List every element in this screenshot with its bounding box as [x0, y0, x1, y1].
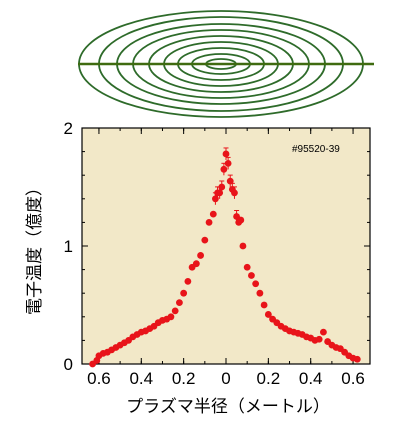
data-point: [226, 177, 234, 185]
electron-temperature-plot: 0 1 2 0.6 0.4 0.2 0 0.2 0.4 0.6 #95520-39 プラズマ半径（…: [25, 119, 371, 416]
flux-surface-diagram: [78, 10, 374, 118]
x-tick-label: 0.6: [87, 369, 111, 388]
data-point: [222, 150, 230, 158]
data-point: [201, 236, 209, 244]
data-point: [176, 299, 183, 307]
data-point: [320, 328, 327, 336]
y-axis-title: 電子温度（億度）: [25, 179, 44, 315]
data-point: [315, 335, 323, 343]
axis-ticks: 0 1 2 0.6 0.4 0.2 0 0.2 0.4 0.6: [64, 119, 370, 388]
data-point: [205, 219, 213, 226]
data-point: [192, 260, 200, 268]
x-tick-label: 0.2: [172, 369, 196, 388]
x-tick-label: 0.4: [129, 369, 153, 388]
data-point: [220, 165, 228, 173]
data-point: [231, 189, 238, 197]
data-point: [218, 183, 226, 191]
x-tick-label: 0.2: [257, 369, 281, 388]
data-point: [353, 355, 361, 363]
data-point: [224, 160, 232, 167]
data-point: [264, 311, 272, 318]
data-point: [209, 210, 217, 218]
data-point: [171, 307, 179, 315]
y-tick-label: 2: [64, 119, 73, 138]
x-tick-label: 0.4: [299, 369, 323, 388]
x-tick-label: 0: [221, 369, 230, 388]
x-axis-title: プラズマ半径（メートル）: [126, 397, 330, 416]
data-point: [252, 280, 260, 288]
data-point: [237, 216, 245, 224]
data-point: [256, 289, 264, 297]
data-points: [89, 147, 361, 368]
data-point: [248, 272, 255, 279]
data-point: [243, 263, 251, 271]
x-tick-label: 0.6: [341, 369, 365, 388]
data-point: [239, 242, 247, 250]
data-point: [260, 301, 268, 309]
data-point: [197, 252, 204, 259]
data-point: [167, 313, 175, 321]
data-point: [184, 278, 192, 285]
y-tick-label: 0: [64, 355, 73, 374]
data-point: [180, 289, 188, 297]
shot-id-label: #95520-39: [292, 144, 340, 155]
y-tick-label: 1: [64, 237, 73, 256]
